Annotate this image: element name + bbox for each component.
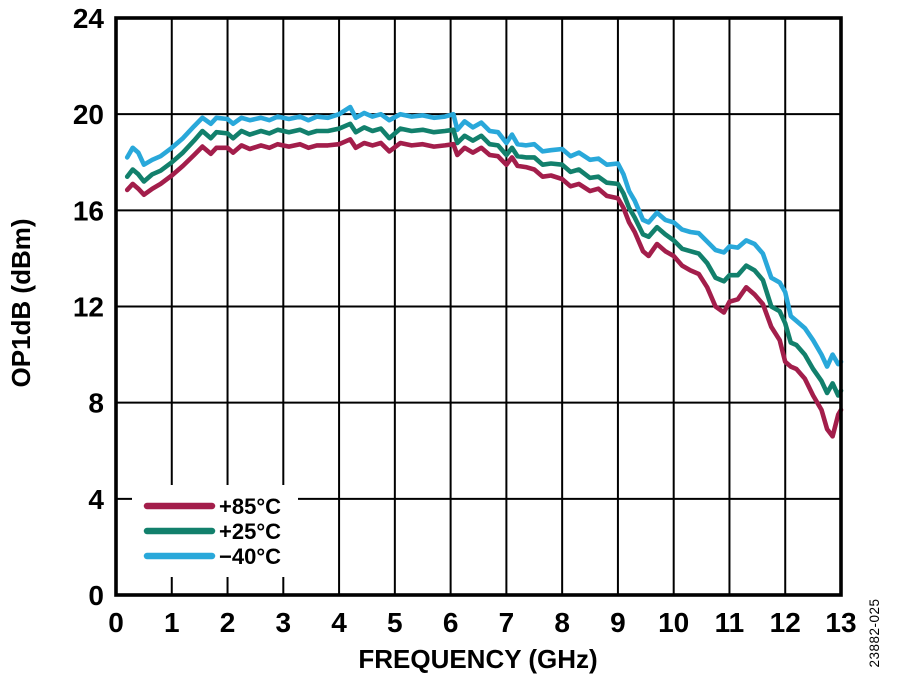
x-tick-label: 0	[108, 607, 124, 638]
x-tick-label: 10	[658, 607, 689, 638]
x-tick-label: 3	[276, 607, 292, 638]
legend-label-1: +25°C	[219, 519, 281, 544]
y-tick-label: 8	[88, 388, 104, 419]
x-tick-label: 5	[387, 607, 403, 638]
y-tick-label: 12	[73, 292, 104, 323]
x-tick-label: 9	[610, 607, 626, 638]
x-tick-label: 13	[825, 607, 856, 638]
x-tick-label: 11	[715, 607, 745, 638]
x-tick-label: 7	[499, 607, 515, 638]
plot-border	[114, 16, 843, 597]
x-tick-label: 2	[220, 607, 236, 638]
y-tick-label: 4	[88, 484, 104, 515]
y-axis-title: OP1dB (dBm)	[6, 219, 36, 388]
series-curve-2	[124, 104, 844, 369]
x-tick-label: 12	[770, 607, 801, 638]
y-tick-label: 0	[88, 580, 104, 611]
y-tick-label: 20	[73, 99, 104, 130]
x-axis-title: FREQUENCY (GHz)	[358, 644, 597, 674]
x-tick-label: 1	[164, 607, 180, 638]
x-tick-label: 4	[331, 607, 347, 638]
series-curve-1	[124, 121, 844, 398]
figure-number-watermark: 23882-025	[867, 598, 882, 667]
y-tick-label: 24	[73, 3, 105, 34]
x-tick-label: 8	[554, 607, 570, 638]
y-tick-label: 16	[73, 195, 104, 226]
x-tick-label: 6	[443, 607, 459, 638]
legend-label-2: −40°C	[219, 544, 281, 569]
legend-label-0: +85°C	[219, 494, 281, 519]
series-curve-0	[124, 137, 844, 439]
